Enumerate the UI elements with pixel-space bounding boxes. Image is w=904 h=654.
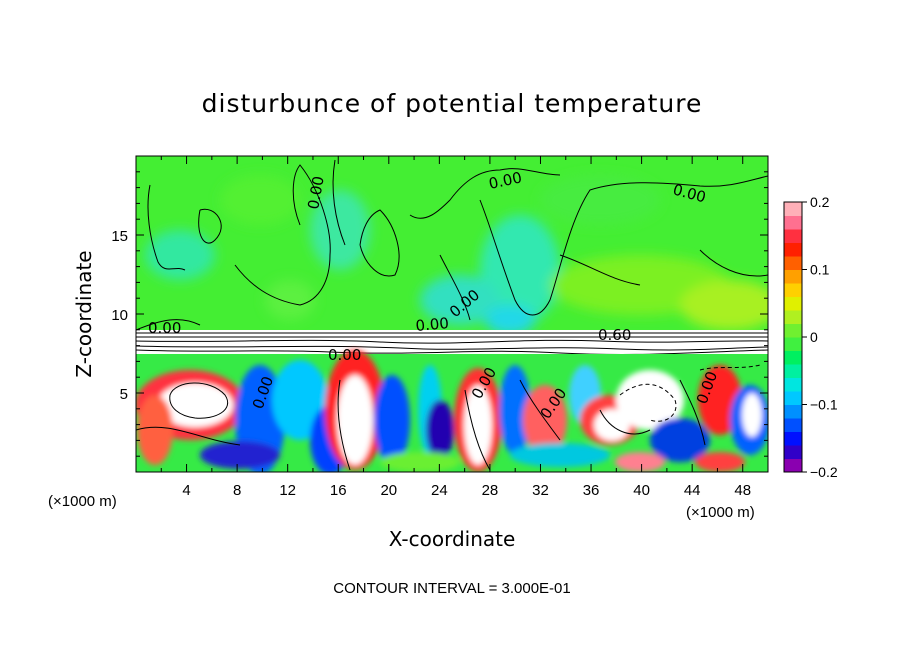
- colorbar-tick-label: −0.1: [810, 397, 838, 413]
- x-tick-label: 8: [233, 482, 241, 499]
- colorbar-swatch: [784, 391, 802, 405]
- x-tick-label: 16: [330, 482, 347, 499]
- colorbar-swatch: [784, 404, 802, 419]
- colorbar-swatch: [784, 431, 802, 446]
- contour-label: 0.60: [598, 326, 631, 344]
- x-tick-label: 36: [583, 482, 600, 499]
- y-axis-label: Z-coordinate: [72, 250, 96, 377]
- contour-label: 0.00: [415, 314, 450, 335]
- colorbar: 0.2 0.1 0 −0.1 −0.2: [783, 194, 838, 480]
- x-tick-label: 24: [431, 482, 448, 499]
- plot-area: 0.00 0.00 0.00 0.60 0.00 0.00 0.00 0.00 …: [136, 156, 768, 472]
- colorbar-swatch: [784, 337, 802, 351]
- colorbar-swatch: [784, 310, 802, 324]
- y-axis: 5 10 15: [111, 171, 768, 457]
- upper-anomaly-patches: [145, 175, 768, 335]
- x-tick-label: 40: [633, 482, 650, 499]
- contour-interval-note: CONTOUR INTERVAL = 3.000E-01: [333, 580, 570, 597]
- contour-lines: [136, 159, 768, 331]
- colorbar-swatch: [784, 377, 802, 392]
- colorbar-swatch: [784, 229, 802, 243]
- y-tick-label: 5: [120, 386, 128, 403]
- colorbar-swatch: [784, 242, 802, 257]
- x-tick-label: 4: [182, 482, 190, 499]
- colorbar-swatch: [784, 458, 802, 473]
- contour-label: 0.00: [328, 346, 361, 364]
- colorbar-tick-label: 0.2: [810, 194, 830, 210]
- x-tick-label: 12: [279, 482, 296, 499]
- colorbar-swatch: [784, 269, 802, 284]
- x-tick-label: 28: [482, 482, 499, 499]
- x-tick-label: 20: [380, 482, 397, 499]
- colorbar-swatch: [784, 323, 802, 338]
- colorbar-swatch: [784, 350, 802, 365]
- inversion-band-contours: [136, 332, 768, 356]
- colorbar-swatch: [784, 202, 802, 216]
- x-tick-label: 44: [684, 482, 701, 499]
- colorbar-tick-label: 0: [810, 329, 818, 345]
- y-tick-label: 15: [111, 228, 128, 245]
- x-tick-label: 48: [734, 482, 751, 499]
- colorbar-swatch: [784, 445, 802, 459]
- colorbar-swatch: [784, 296, 802, 311]
- x-unit-label-right: (×1000 m): [686, 504, 755, 521]
- colorbar-swatch: [784, 283, 802, 297]
- convective-plumes: [136, 350, 768, 472]
- x-tick-label: 32: [532, 482, 549, 499]
- colorbar-tick-label: −0.2: [810, 464, 838, 480]
- contour-label: 0.00: [304, 175, 328, 211]
- x-axis: 4 8 12 16 20 24 28 32 36 40 44 48: [160, 156, 751, 499]
- colorbar-tick-label: 0.1: [810, 262, 830, 278]
- colorbar-swatch: [784, 215, 802, 230]
- colorbar-swatch: [784, 418, 802, 432]
- chart-title: disturbunce of potential temperature: [202, 89, 703, 118]
- x-axis-label: X-coordinate: [389, 527, 516, 551]
- contour-label: 0.00: [148, 319, 181, 337]
- colorbar-swatch: [784, 364, 802, 378]
- x-unit-label-left: (×1000 m): [48, 493, 117, 510]
- colorbar-swatch: [784, 256, 802, 270]
- contour-lines-lower: [136, 364, 761, 471]
- y-tick-label: 10: [111, 307, 128, 324]
